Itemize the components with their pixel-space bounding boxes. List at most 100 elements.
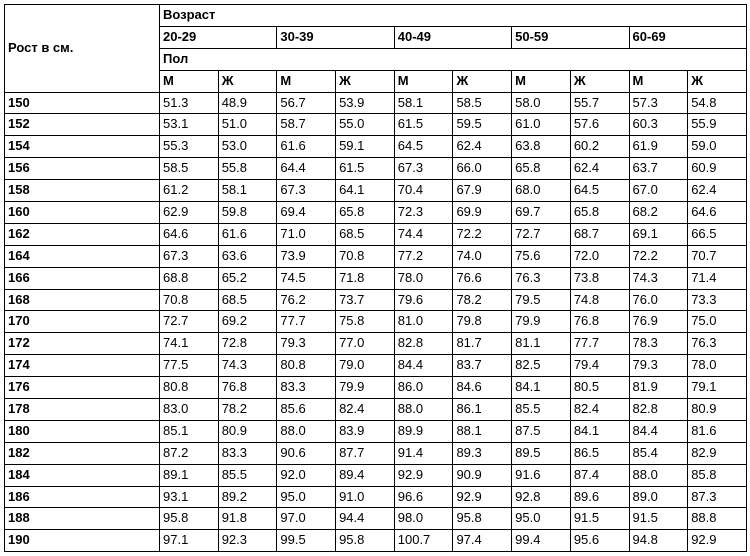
data-cell: 55.0 [336, 114, 395, 136]
data-cell: 84.6 [453, 377, 512, 399]
height-cell: 184 [5, 464, 160, 486]
data-cell: 74.8 [570, 289, 629, 311]
data-cell: 71.8 [336, 267, 395, 289]
data-cell: 67.3 [394, 158, 453, 180]
data-cell: 68.7 [570, 223, 629, 245]
height-cell: 152 [5, 114, 160, 136]
sex-col-5: Ж [453, 70, 512, 92]
data-cell: 69.9 [453, 202, 512, 224]
data-cell: 61.6 [218, 223, 277, 245]
table-row: 16062.959.869.465.872.369.969.765.868.26… [5, 202, 747, 224]
data-cell: 64.4 [277, 158, 336, 180]
data-cell: 55.3 [160, 136, 219, 158]
data-cell: 58.1 [394, 92, 453, 114]
data-cell: 58.5 [453, 92, 512, 114]
data-cell: 61.0 [512, 114, 571, 136]
data-cell: 91.5 [570, 508, 629, 530]
data-cell: 61.2 [160, 180, 219, 202]
data-cell: 85.5 [512, 399, 571, 421]
data-cell: 89.4 [336, 464, 395, 486]
sex-col-2: М [277, 70, 336, 92]
height-cell: 176 [5, 377, 160, 399]
data-cell: 83.9 [336, 420, 395, 442]
data-cell: 61.5 [336, 158, 395, 180]
height-cell: 166 [5, 267, 160, 289]
height-cell: 190 [5, 530, 160, 552]
height-cell: 168 [5, 289, 160, 311]
data-cell: 87.2 [160, 442, 219, 464]
data-cell: 56.7 [277, 92, 336, 114]
data-cell: 55.7 [570, 92, 629, 114]
table-row: 15051.348.956.753.958.158.558.055.757.35… [5, 92, 747, 114]
data-cell: 53.9 [336, 92, 395, 114]
data-cell: 77.2 [394, 245, 453, 267]
data-cell: 68.0 [512, 180, 571, 202]
data-cell: 66.5 [688, 223, 747, 245]
data-cell: 89.5 [512, 442, 571, 464]
data-cell: 89.6 [570, 486, 629, 508]
table-row: 17680.876.883.379.986.084.684.180.581.97… [5, 377, 747, 399]
data-cell: 76.3 [512, 267, 571, 289]
age-group-2: 40-49 [394, 26, 511, 48]
data-cell: 97.1 [160, 530, 219, 552]
data-cell: 62.4 [688, 180, 747, 202]
table-row: 18287.283.390.687.791.489.389.586.585.48… [5, 442, 747, 464]
data-cell: 98.0 [394, 508, 453, 530]
sex-col-0: М [160, 70, 219, 92]
data-cell: 79.4 [570, 355, 629, 377]
data-cell: 59.1 [336, 136, 395, 158]
data-cell: 91.4 [394, 442, 453, 464]
table-row: 15861.258.167.364.170.467.968.064.567.06… [5, 180, 747, 202]
data-cell: 84.1 [570, 420, 629, 442]
data-cell: 95.8 [160, 508, 219, 530]
data-cell: 76.8 [570, 311, 629, 333]
data-cell: 79.9 [512, 311, 571, 333]
data-cell: 65.2 [218, 267, 277, 289]
data-cell: 89.1 [160, 464, 219, 486]
sex-col-6: М [512, 70, 571, 92]
data-cell: 67.9 [453, 180, 512, 202]
data-cell: 69.1 [629, 223, 688, 245]
table-row: 18693.189.295.091.096.692.992.889.689.08… [5, 486, 747, 508]
data-cell: 68.2 [629, 202, 688, 224]
height-cell: 160 [5, 202, 160, 224]
data-cell: 72.3 [394, 202, 453, 224]
data-cell: 82.8 [394, 333, 453, 355]
data-cell: 81.9 [629, 377, 688, 399]
data-cell: 76.8 [218, 377, 277, 399]
table-row: 16668.865.274.571.878.076.676.373.874.37… [5, 267, 747, 289]
data-cell: 58.1 [218, 180, 277, 202]
data-cell: 76.0 [629, 289, 688, 311]
data-cell: 81.6 [688, 420, 747, 442]
data-cell: 80.8 [277, 355, 336, 377]
data-cell: 95.6 [570, 530, 629, 552]
table-row: 17274.172.879.377.082.881.781.177.778.37… [5, 333, 747, 355]
height-cell: 150 [5, 92, 160, 114]
table-row: 16467.363.673.970.877.274.075.672.072.27… [5, 245, 747, 267]
data-cell: 82.4 [570, 399, 629, 421]
data-cell: 67.3 [277, 180, 336, 202]
data-cell: 77.7 [277, 311, 336, 333]
data-cell: 53.0 [218, 136, 277, 158]
data-cell: 78.2 [453, 289, 512, 311]
height-cell: 154 [5, 136, 160, 158]
data-cell: 73.9 [277, 245, 336, 267]
table-row: 17072.769.277.775.881.079.879.976.876.97… [5, 311, 747, 333]
data-cell: 75.8 [336, 311, 395, 333]
sex-col-9: Ж [688, 70, 747, 92]
data-cell: 79.3 [629, 355, 688, 377]
data-cell: 64.1 [336, 180, 395, 202]
table-row: 18085.180.988.083.989.988.187.584.184.48… [5, 420, 747, 442]
data-cell: 75.6 [512, 245, 571, 267]
data-cell: 91.5 [629, 508, 688, 530]
data-cell: 97.4 [453, 530, 512, 552]
data-cell: 63.7 [629, 158, 688, 180]
height-header: Рост в см. [5, 5, 160, 93]
data-cell: 71.0 [277, 223, 336, 245]
data-cell: 81.7 [453, 333, 512, 355]
data-cell: 87.5 [512, 420, 571, 442]
data-cell: 55.8 [218, 158, 277, 180]
data-cell: 64.6 [688, 202, 747, 224]
data-cell: 88.1 [453, 420, 512, 442]
data-cell: 92.3 [218, 530, 277, 552]
